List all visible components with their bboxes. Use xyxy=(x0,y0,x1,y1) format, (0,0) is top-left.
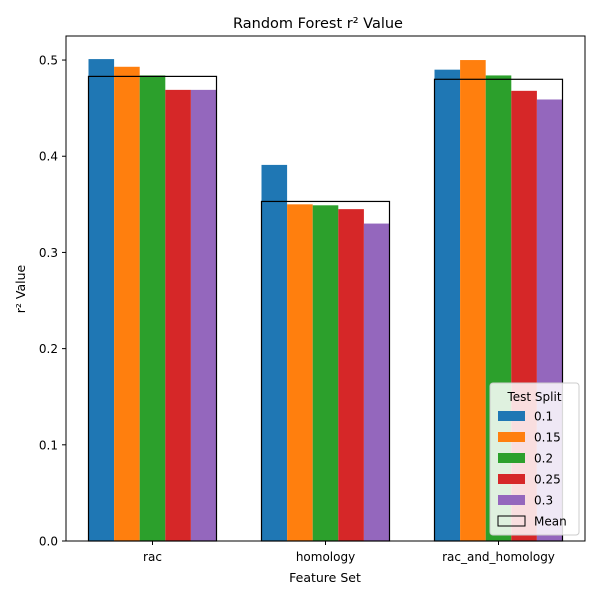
legend-title: Test Split xyxy=(506,390,561,404)
legend-swatch-0.3 xyxy=(498,495,525,505)
legend-swatch-0.25 xyxy=(498,474,525,484)
y-tick-label: 0.3 xyxy=(39,246,58,260)
legend-label: 0.15 xyxy=(534,431,561,445)
legend: Test Split 0.1 0.15 0.2 0.25 0.3 Mean xyxy=(489,382,580,536)
legend-swatch-0.2 xyxy=(498,453,525,463)
bar-rac-split-0.2 xyxy=(139,75,166,541)
legend-swatch-0.15 xyxy=(498,432,525,442)
bar-rac_and_homology-split-0.1 xyxy=(434,69,461,542)
plot-area: rac homology rac_and_homology 0.0 0.1 0.2 0.3 0… xyxy=(39,35,586,564)
x-axis-label: Feature Set xyxy=(289,570,361,585)
x-tick-label: rac_and_homology xyxy=(442,550,555,564)
y-tick-label: 0.1 xyxy=(39,438,58,452)
bar-homology-split-0.3 xyxy=(363,223,390,541)
bar-rac_and_homology-split-0.15 xyxy=(460,60,486,542)
axes-frame xyxy=(65,35,586,542)
y-tick-label: 0.2 xyxy=(39,342,58,356)
y-tick-label: 0.4 xyxy=(39,150,58,164)
legend-label: 0.1 xyxy=(534,410,553,424)
x-tick-label: rac xyxy=(143,550,162,564)
y-axis-label: r² Value xyxy=(13,264,28,313)
legend-label: Mean xyxy=(534,515,567,529)
y-tick-label: 0.5 xyxy=(39,54,58,68)
bar-rac-split-0.25 xyxy=(165,89,191,542)
legend-label: 0.2 xyxy=(534,452,553,466)
y-tick-label: 0.0 xyxy=(39,535,58,549)
x-tick-label: homology xyxy=(296,550,355,564)
bar-homology-split-0.25 xyxy=(338,209,364,541)
bar-homology-split-0.15 xyxy=(287,204,313,541)
bar-rac-split-0.3 xyxy=(190,89,217,542)
legend-label: 0.25 xyxy=(534,473,561,487)
legend-label: 0.3 xyxy=(534,494,553,508)
legend-swatch-mean xyxy=(497,515,526,527)
legend-swatch-0.1 xyxy=(498,411,525,421)
bar-rac-split-0.1 xyxy=(88,59,115,542)
chart-title: Random Forest r² Value xyxy=(233,16,403,32)
bar-homology-split-0.2 xyxy=(312,205,339,542)
bar-rac-split-0.15 xyxy=(114,66,140,541)
bar-homology-split-0.1 xyxy=(261,164,288,541)
